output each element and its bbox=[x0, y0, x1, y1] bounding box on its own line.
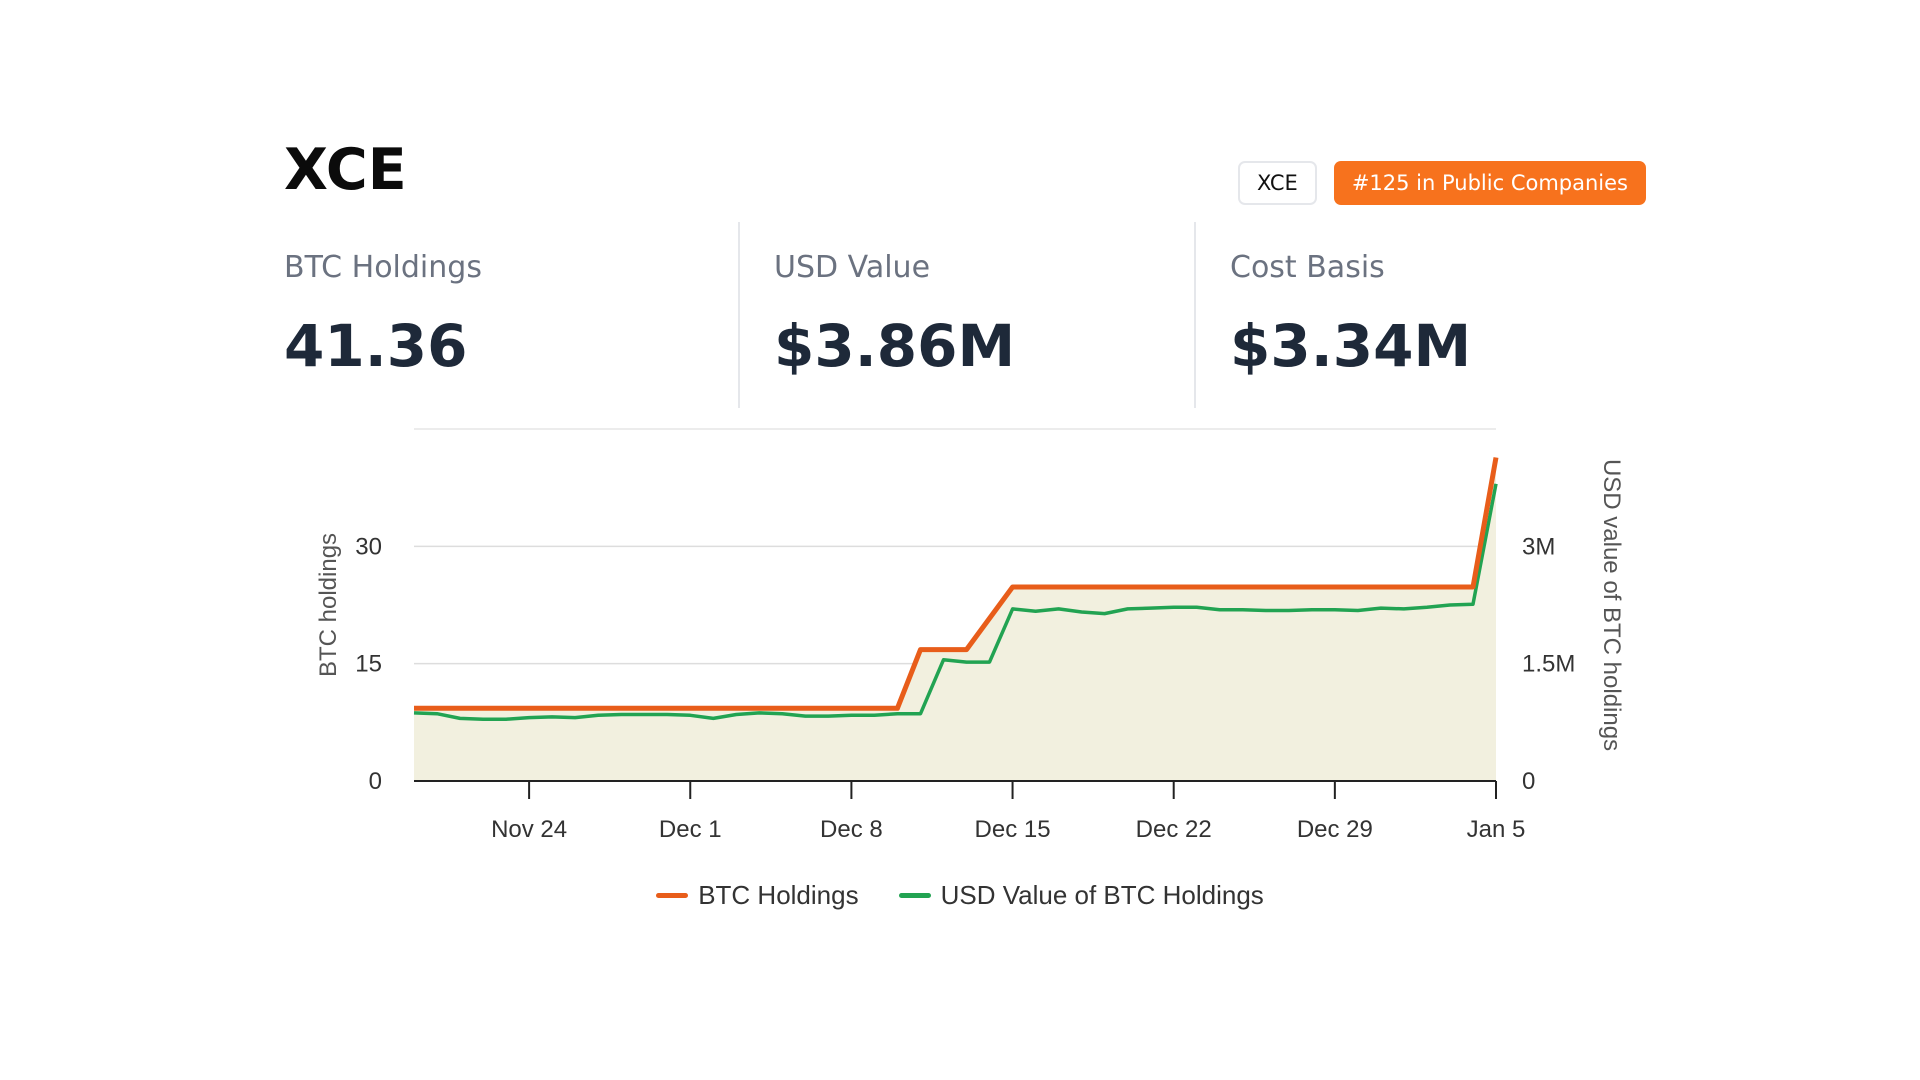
holdings-chart: 0 15 30 0 1.5M 3M Nov 24 Dec 1 Dec 8 Dec 15 Dec 22… bbox=[315, 428, 1625, 843]
stats-row: BTC Holdings 41.36 USD Value $3.86M Cost… bbox=[284, 222, 1654, 408]
legend-swatch-btc bbox=[656, 893, 689, 898]
legend-swatch-usd bbox=[898, 893, 931, 898]
stat-btc-holdings: BTC Holdings 41.36 bbox=[284, 222, 482, 408]
stat-value: 41.36 bbox=[284, 312, 468, 380]
x-tick-label: Dec 15 bbox=[975, 816, 1051, 843]
ticker-badge: XCE bbox=[1238, 161, 1317, 205]
legend-item-btc[interactable]: BTC Holdings bbox=[656, 880, 859, 911]
usd-value-line bbox=[413, 483, 1498, 721]
y-tick-label-right: 1.5M bbox=[1522, 651, 1575, 678]
stat-label: USD Value bbox=[774, 250, 931, 285]
x-tick-label: Nov 24 bbox=[491, 816, 567, 843]
x-tick-label: Dec 8 bbox=[820, 816, 883, 843]
badge-group: XCE #125 in Public Companies bbox=[1238, 161, 1646, 205]
x-tick-label: Dec 29 bbox=[1297, 816, 1373, 843]
y-tick-label-right: 3M bbox=[1522, 533, 1555, 560]
stat-cost-basis: Cost Basis $3.34M bbox=[1194, 222, 1471, 408]
rank-badge[interactable]: #125 in Public Companies bbox=[1333, 161, 1646, 205]
legend-label-usd: USD Value of BTC Holdings bbox=[940, 880, 1264, 910]
btc-holdings-line bbox=[414, 457, 1499, 711]
btc-holdings-area bbox=[414, 457, 1496, 781]
y-tick-label-left: 0 bbox=[369, 768, 382, 795]
x-tick-label: Dec 1 bbox=[659, 816, 722, 843]
stat-value: $3.86M bbox=[774, 312, 1016, 380]
y-axis-title-right: USD value of BTC holdings bbox=[1598, 459, 1625, 751]
legend-label-btc: BTC Holdings bbox=[698, 880, 859, 910]
stat-usd-value: USD Value $3.86M bbox=[738, 222, 1015, 408]
y-tick-label-left: 15 bbox=[355, 651, 382, 678]
stat-value: $3.34M bbox=[1230, 312, 1472, 380]
y-axis-title-left: BTC holdings bbox=[315, 533, 342, 677]
legend-item-usd[interactable]: USD Value of BTC Holdings bbox=[898, 880, 1264, 911]
stat-label: BTC Holdings bbox=[284, 250, 482, 285]
stat-label: Cost Basis bbox=[1230, 250, 1385, 285]
x-tick-label: Jan 5 bbox=[1467, 816, 1526, 843]
chart-legend: BTC Holdings USD Value of BTC Holdings bbox=[0, 880, 1920, 911]
company-title: XCE bbox=[284, 137, 407, 203]
y-tick-label-left: 30 bbox=[355, 533, 382, 560]
x-tick-label: Dec 22 bbox=[1136, 816, 1212, 843]
y-tick-label-right: 0 bbox=[1522, 768, 1535, 795]
